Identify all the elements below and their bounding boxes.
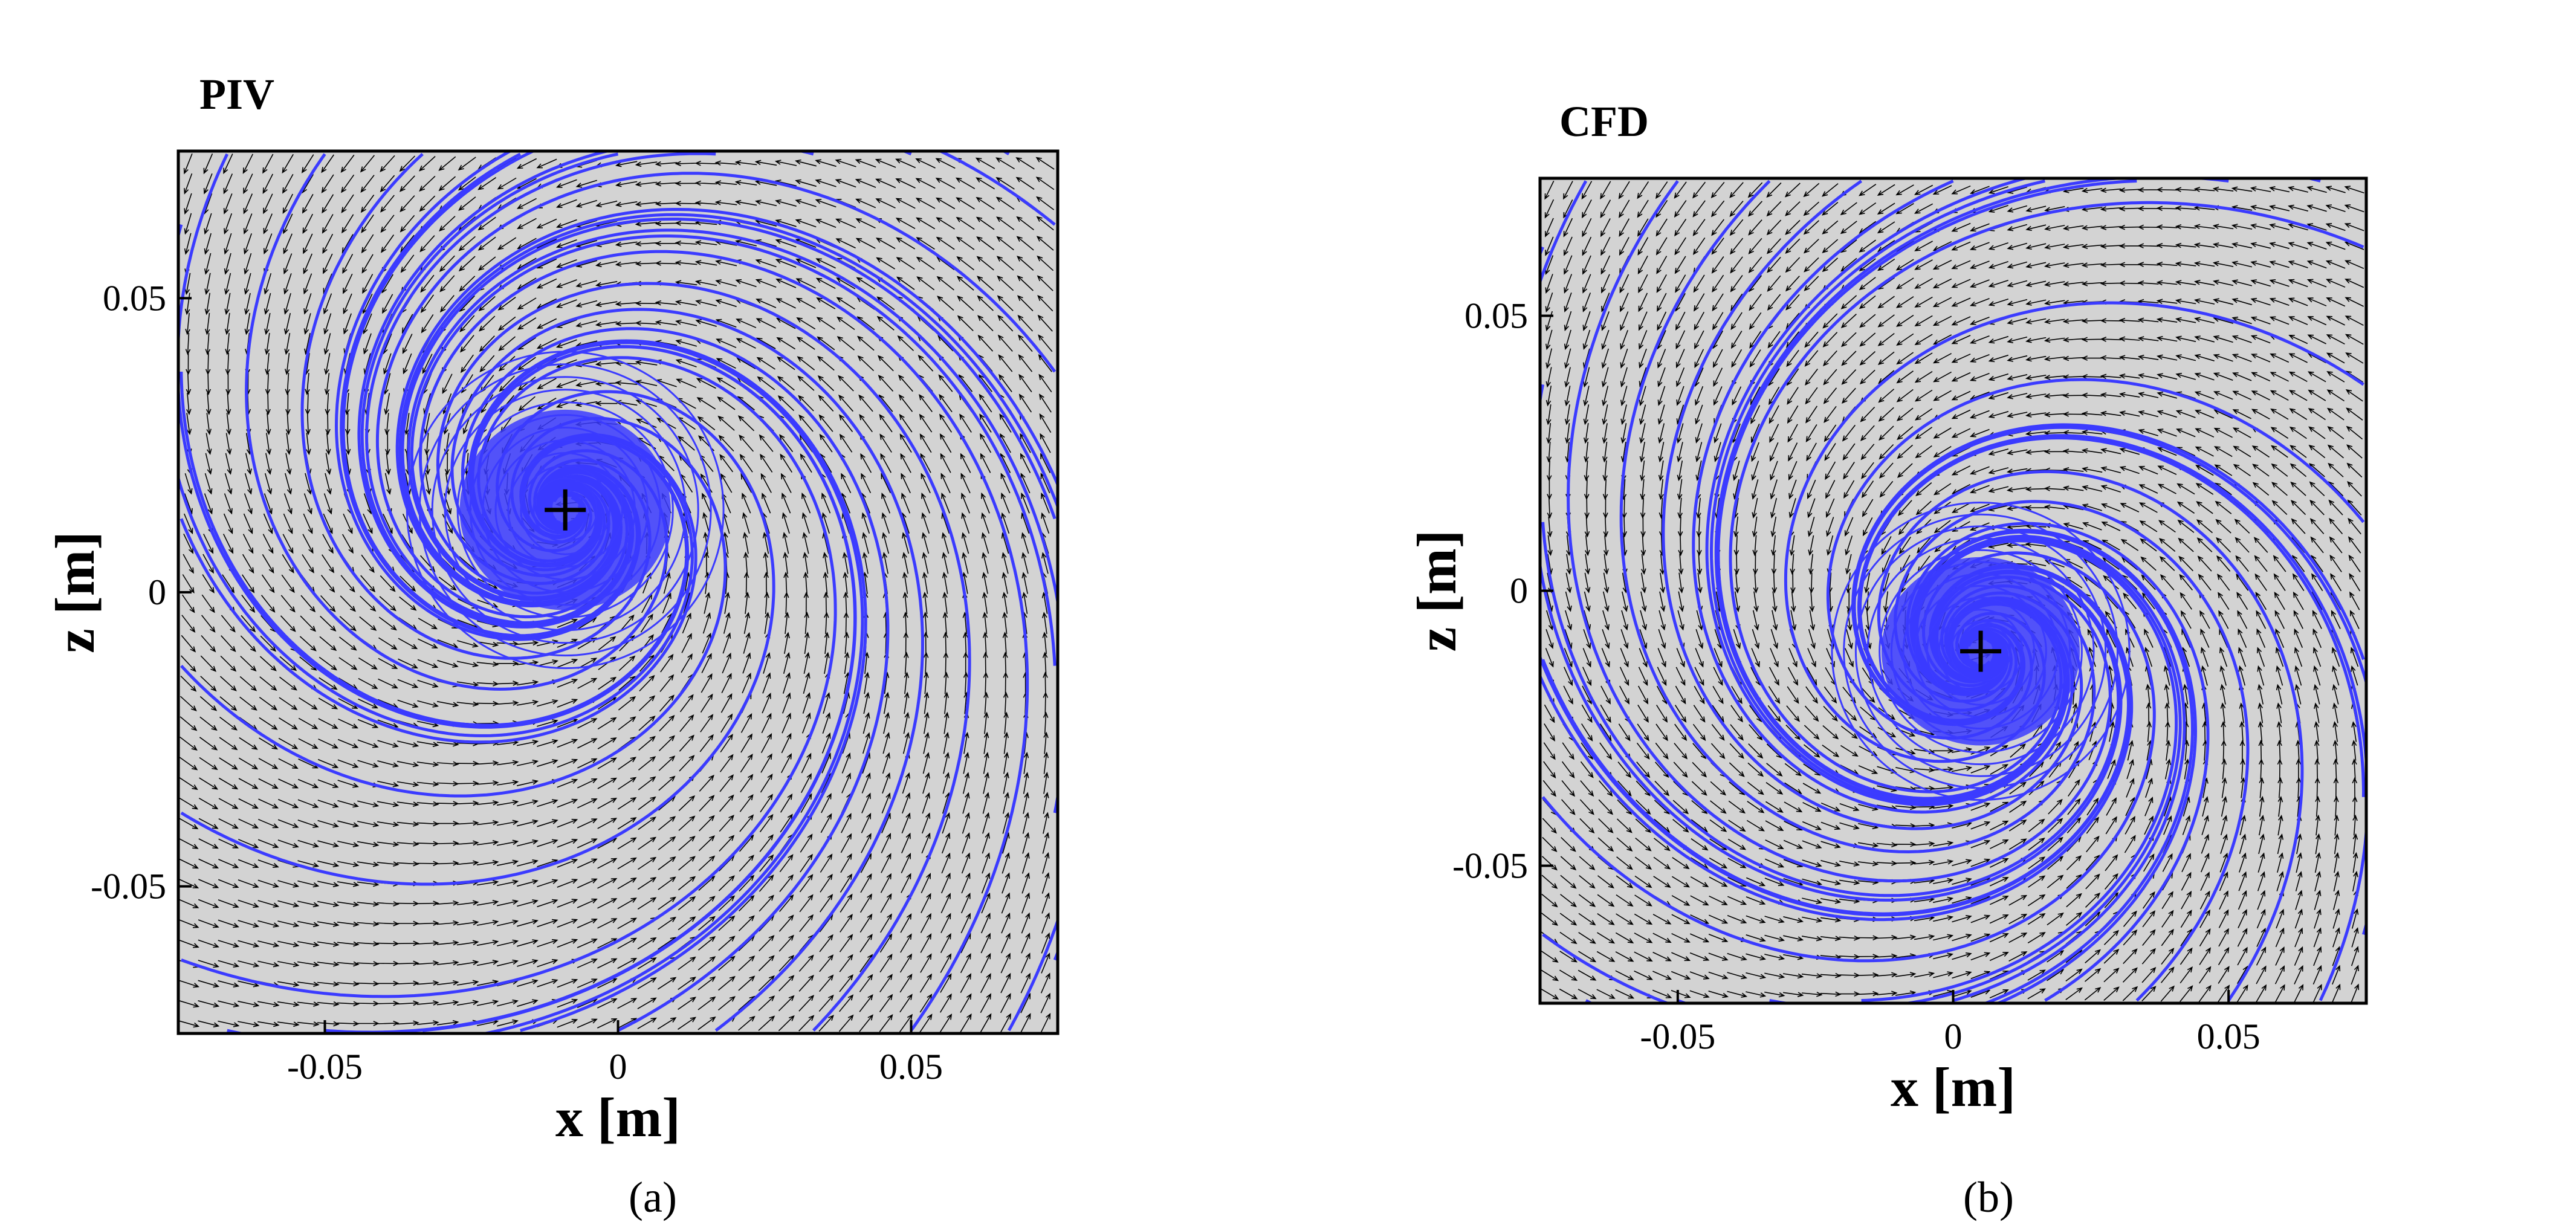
- vortex-ring: [418, 363, 712, 657]
- vortex-ring: [507, 451, 623, 568]
- vortex-ring: [456, 401, 674, 619]
- x-tick-label: -0.05: [1640, 1017, 1715, 1056]
- streamline-28: [1540, 246, 2134, 922]
- vortex-ring: [1938, 609, 2024, 694]
- x-tick-label: 0.05: [2197, 1017, 2260, 1056]
- vortex-ring: [406, 351, 725, 670]
- vortex-ring: [1866, 537, 2095, 766]
- x-tick-label: 0: [609, 1047, 627, 1087]
- vortex-ring: [1831, 502, 2131, 801]
- vortex-ring: [431, 376, 699, 644]
- vortex-ring: [1902, 573, 2059, 730]
- y-axis-title: z [m]: [44, 531, 106, 653]
- panel-cfd: CFD -0.05 0 0.05 -0.05 0 0.05 x [m] z [m] (b): [1406, 97, 2368, 1221]
- streamline-15: [419, 250, 1029, 1032]
- y-tick-label: 0: [148, 572, 166, 612]
- vortex-ring: [444, 389, 687, 632]
- vortex-ring: [520, 464, 611, 555]
- y-tick-label: 0.05: [103, 278, 166, 318]
- vortex-ring: [1843, 513, 2118, 789]
- field-layer: [178, 151, 1058, 1033]
- x-tick-label: -0.05: [287, 1047, 363, 1087]
- plot-area-piv: -0.05 0 0.05 -0.05 0 0.05 x [m] z [m]: [44, 149, 1060, 1148]
- vortex-ring: [1926, 596, 2036, 706]
- panel-piv: PIV -0.05 0 0.05 -0.05 0 0.05 x [m] z [m] (a): [44, 70, 1060, 1221]
- caption-a: (a): [629, 1173, 677, 1221]
- panel-title-piv: PIV: [199, 70, 274, 118]
- x-tick-label: 0.05: [879, 1047, 943, 1087]
- vortex-ring: [469, 414, 661, 606]
- vortex-ring: [482, 427, 649, 593]
- streamline-17: [398, 213, 1058, 1032]
- y-tick-label: 0.05: [1464, 296, 1528, 336]
- vortex-center-marker: [1960, 630, 2002, 672]
- streamline-16: [1000, 151, 1010, 156]
- vortex-ring: [494, 439, 636, 581]
- vortex-ring: [1950, 620, 2011, 682]
- y-tick-label: -0.05: [1452, 846, 1528, 886]
- y-tick-label: 0: [1510, 571, 1528, 611]
- caption-b: (b): [1963, 1173, 2014, 1221]
- x-tick-label: 0: [1944, 1017, 1963, 1056]
- x-axis-title: x [m]: [555, 1087, 681, 1148]
- field-layer: [1540, 178, 2366, 1003]
- x-axis-title: x [m]: [1891, 1056, 2016, 1118]
- y-axis-title: z [m]: [1406, 530, 1468, 652]
- vortex-ring: [1890, 561, 2071, 742]
- y-tick-label: -0.05: [91, 867, 166, 907]
- vortex-ring: [1914, 584, 2047, 718]
- panel-title-cfd: CFD: [1559, 97, 1649, 146]
- vortex-ring: [532, 477, 598, 543]
- vortex-ring: [1879, 549, 2083, 754]
- vortex-center-marker: [545, 489, 586, 531]
- plot-area-cfd: -0.05 0 0.05 -0.05 0 0.05 x [m] z [m]: [1406, 176, 2368, 1118]
- vortex-ring: [1854, 525, 2107, 777]
- streamline-19: [395, 208, 1058, 961]
